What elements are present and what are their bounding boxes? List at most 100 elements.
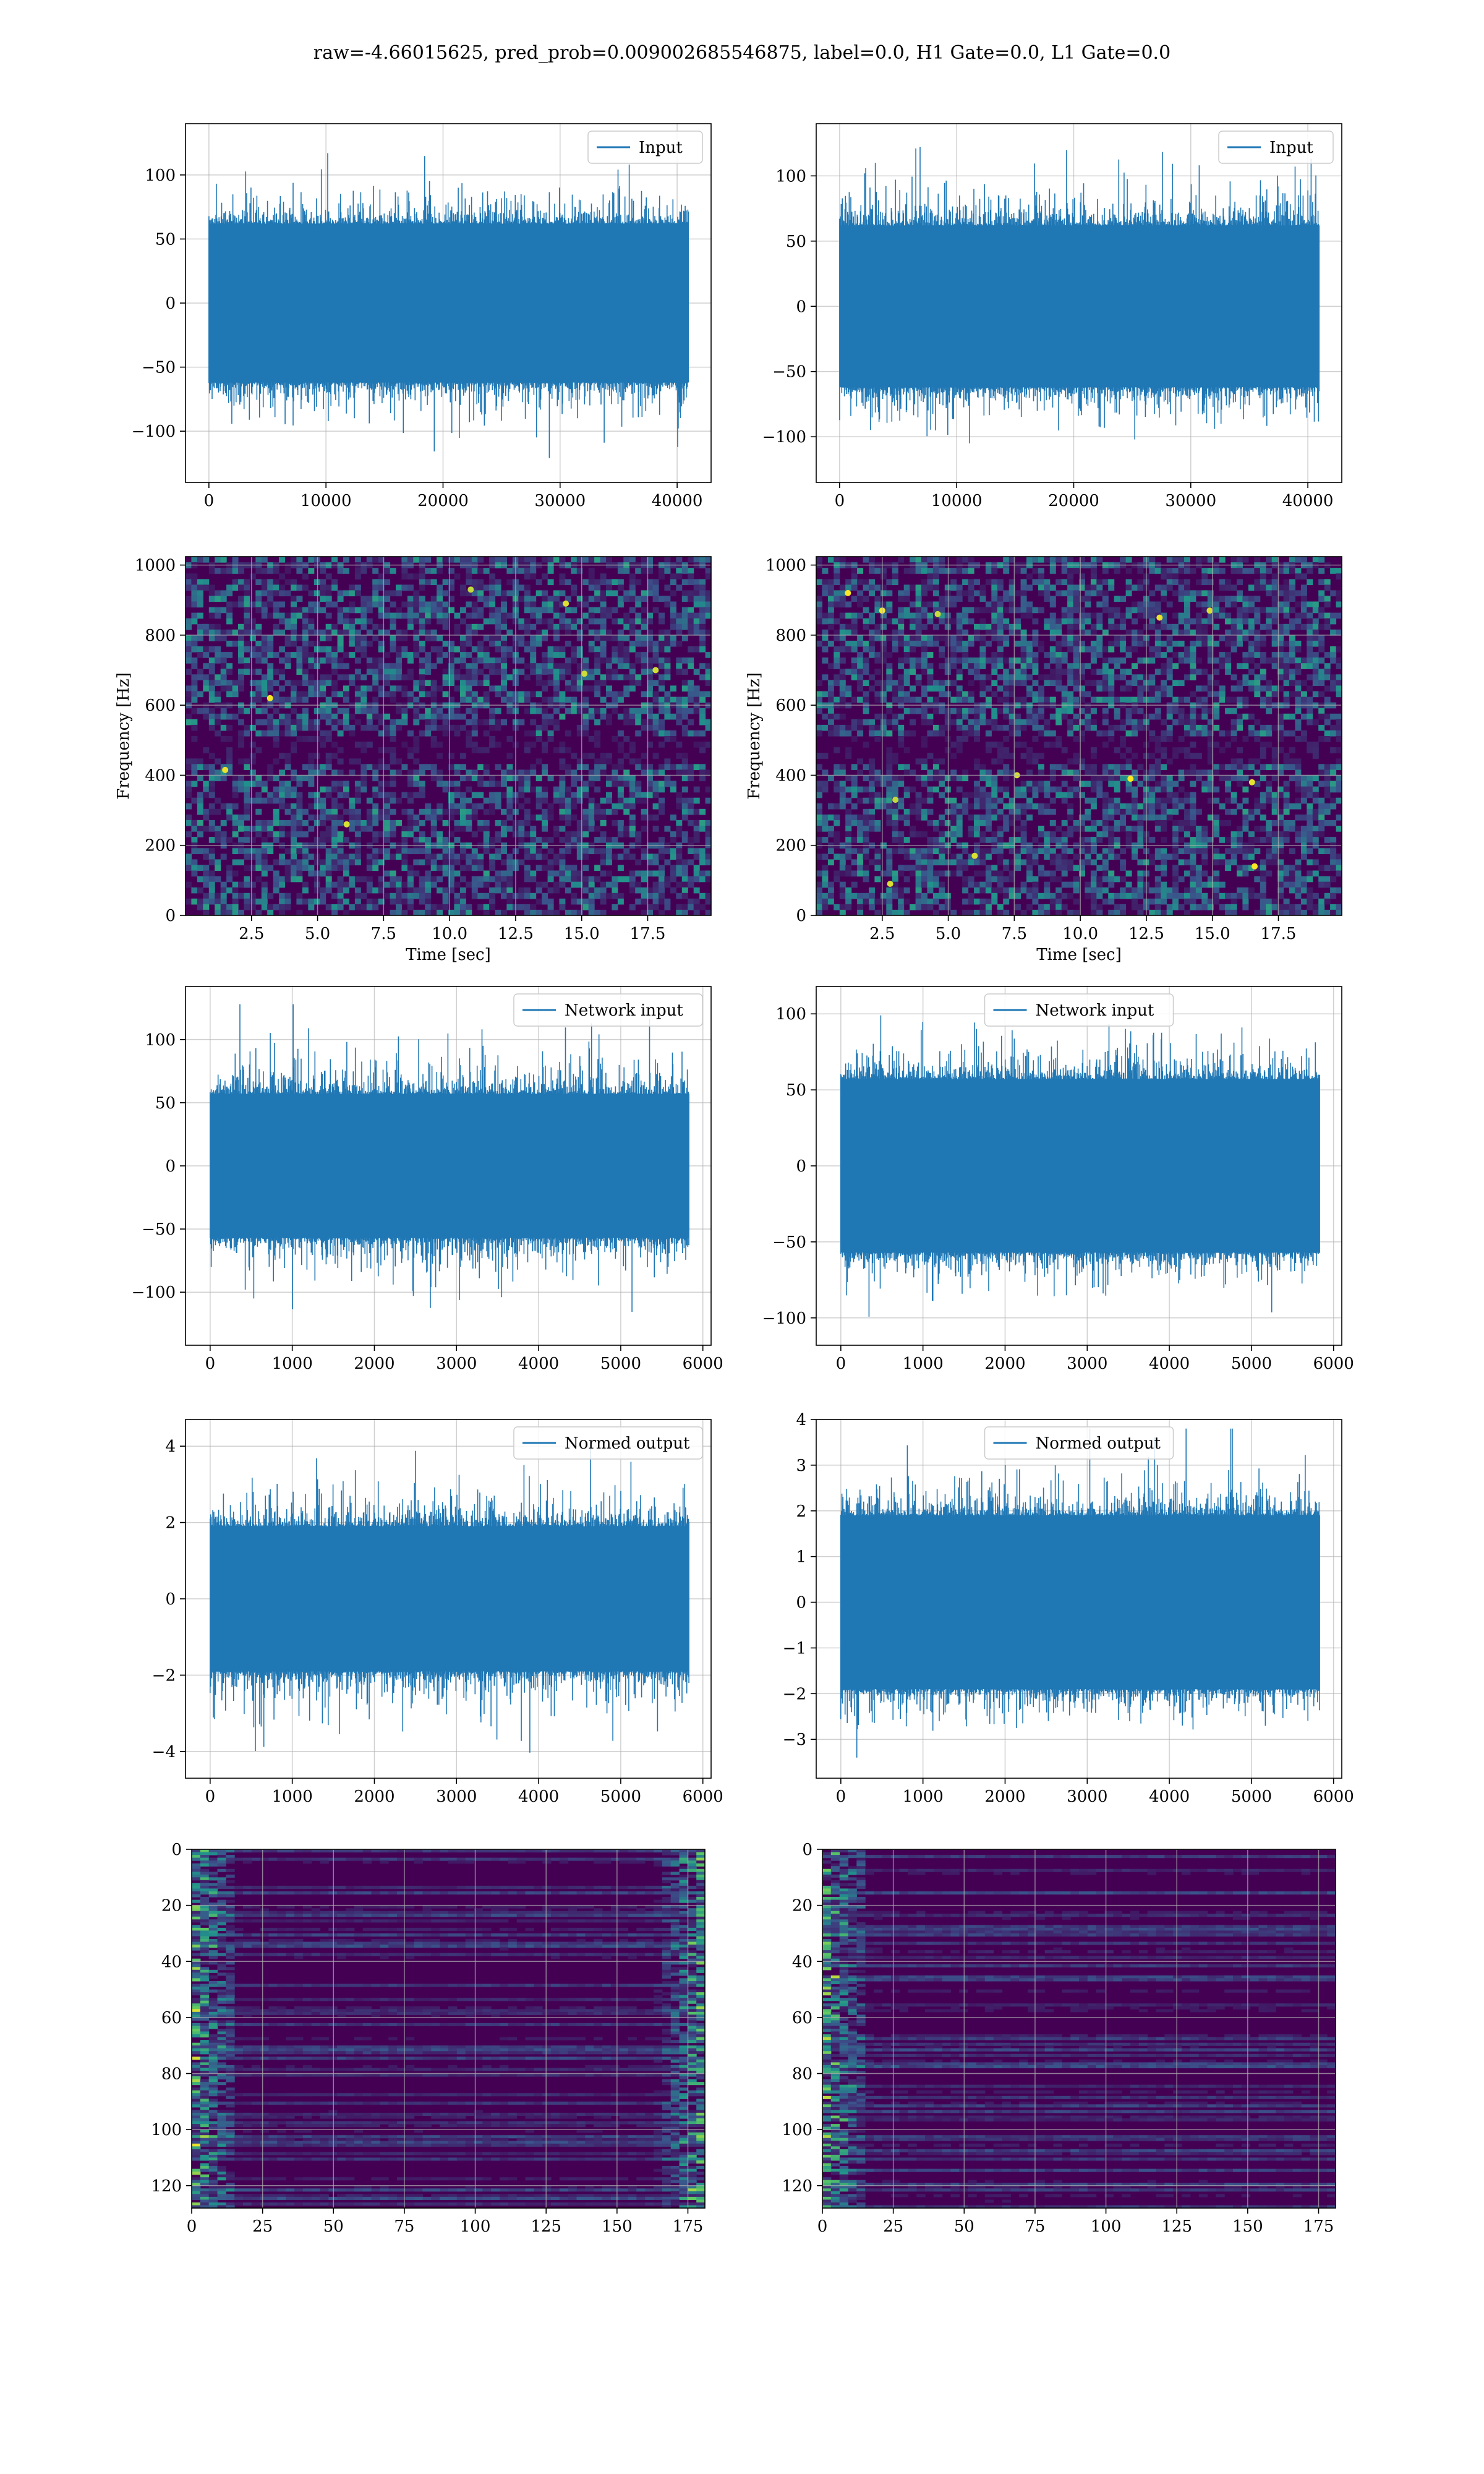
heatmap-cell (903, 764, 910, 770)
heatmap-cell (320, 713, 326, 720)
heatmap-cell (419, 568, 425, 574)
heatmap-cell (962, 691, 969, 698)
heatmap-cell (559, 758, 566, 764)
heatmap-cell (617, 652, 624, 658)
heatmap-cell (325, 848, 332, 854)
heatmap-cell (641, 792, 647, 798)
heatmap-cell (547, 596, 554, 602)
heatmap-cell (623, 713, 630, 720)
heatmap-cell (343, 691, 349, 698)
heatmap-cell (659, 618, 665, 625)
heatmap-cell (991, 629, 998, 636)
heatmap-cell (857, 680, 864, 687)
heatmap-cell (425, 568, 432, 574)
heatmap-cell (623, 596, 630, 602)
heatmap-cell (191, 837, 198, 843)
heatmap-cell (617, 831, 624, 837)
heatmap-cell (659, 892, 665, 899)
heatmap-cell (1038, 607, 1044, 614)
heatmap-cell (705, 742, 711, 748)
heatmap-cell (413, 590, 420, 597)
heatmap-cell (419, 892, 425, 899)
heatmap-cell (594, 646, 601, 653)
heatmap-cell (366, 713, 373, 720)
heatmap-cell (284, 848, 291, 854)
heatmap-cell (437, 708, 443, 714)
heatmap-cell (437, 803, 443, 810)
heatmap-cell (892, 814, 898, 821)
heatmap-cell (454, 708, 461, 714)
heatmap-cell (857, 596, 864, 602)
heatmap-cell (477, 596, 484, 602)
heatmap-cell (471, 607, 478, 614)
heatmap-cell (284, 640, 291, 647)
heatmap-cell (244, 640, 250, 647)
heatmap-cell (1044, 742, 1051, 748)
heatmap-cell (1026, 607, 1033, 614)
heatmap-cell (331, 646, 338, 653)
heatmap-cell (430, 831, 437, 837)
heatmap-cell (944, 786, 951, 793)
heatmap-cell (880, 573, 887, 580)
heatmap-cell (670, 635, 676, 641)
heatmap-cell (588, 568, 595, 574)
heatmap-cell (226, 669, 233, 675)
heatmap-cell (979, 646, 986, 653)
heatmap-cell (1015, 623, 1021, 630)
heatmap-cell (571, 837, 578, 843)
heatmap-cell (927, 601, 934, 608)
heatmap-cell (647, 640, 654, 647)
heatmap-cell (489, 590, 496, 597)
heatmap-cell (372, 859, 379, 866)
heatmap-cell (652, 590, 659, 597)
heatmap-cell (641, 876, 647, 883)
heatmap-cell (1061, 881, 1068, 888)
heatmap-cell (851, 568, 858, 574)
heatmap-cell (279, 753, 286, 759)
heatmap-cell (495, 629, 501, 636)
heatmap-cell (898, 730, 905, 737)
heatmap-cell (372, 623, 379, 630)
heatmap-cell (863, 826, 869, 832)
heatmap-cell (693, 708, 700, 714)
heatmap-cell (442, 719, 449, 726)
heatmap-cell (261, 887, 268, 894)
heatmap-cell (968, 618, 974, 625)
heatmap-cell (296, 831, 303, 837)
heatmap-cell (448, 696, 454, 703)
heatmap-cell (1003, 696, 1010, 703)
heatmap-cell (255, 854, 262, 860)
heatmap-cell (354, 685, 361, 692)
heatmap-cell (985, 696, 992, 703)
heatmap-cell (974, 669, 980, 675)
heatmap-cell (442, 724, 449, 731)
heatmap-cell (979, 584, 986, 591)
heatmap-cell (594, 848, 601, 854)
heatmap-cell (501, 792, 507, 798)
heatmap-cell (1049, 635, 1056, 641)
heatmap-cell (454, 573, 461, 580)
heatmap-cell (530, 909, 537, 915)
heatmap-cell (699, 854, 706, 860)
heatmap-cell (874, 898, 881, 905)
heatmap-cell (991, 601, 998, 608)
heatmap-cell (255, 719, 262, 726)
heatmap-cell (565, 803, 571, 810)
heatmap-cell (238, 657, 244, 664)
heatmap-cell (384, 691, 391, 698)
heatmap-cell (1044, 831, 1051, 837)
heatmap-cell (530, 607, 537, 614)
heatmap-cell (232, 629, 239, 636)
heatmap-cell (477, 859, 484, 866)
heatmap-cell (401, 652, 408, 658)
heatmap-cell (495, 708, 501, 714)
heatmap-cell (565, 596, 571, 602)
heatmap-cell (261, 781, 268, 787)
heatmap-cell (676, 854, 683, 860)
heatmap-cell (1020, 568, 1027, 574)
heatmap-cell (535, 792, 542, 798)
heatmap-cell (950, 909, 957, 915)
heatmap-cell (535, 854, 542, 860)
heatmap-cell (1044, 623, 1051, 630)
heatmap-cell (944, 640, 951, 647)
